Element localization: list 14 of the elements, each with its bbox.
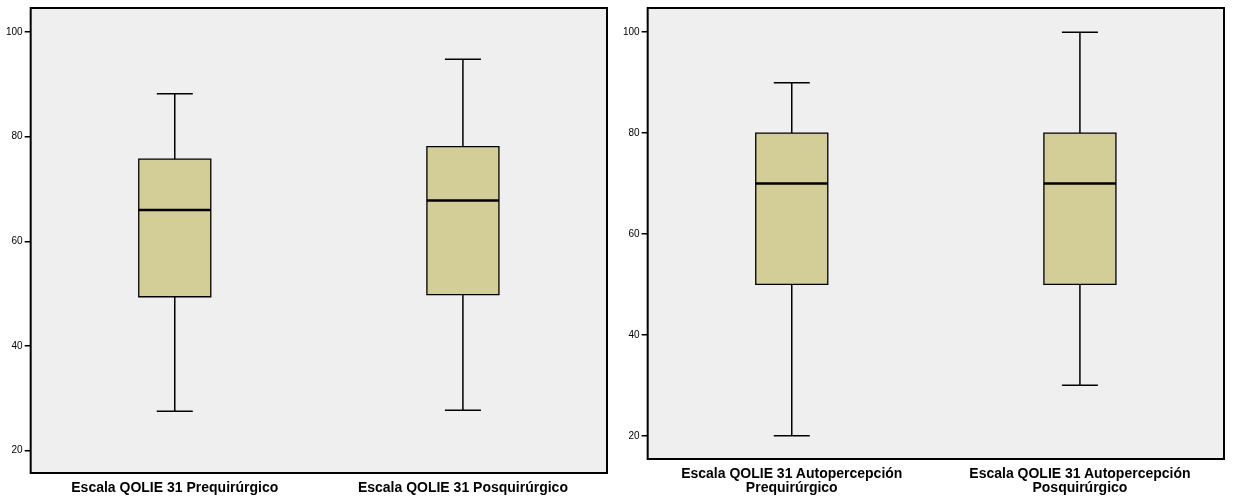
y-tick-label: 60 (11, 235, 24, 247)
x-tick-label: Escala QOLIE 31 Autopercepción Posquirúrgico (969, 464, 1191, 495)
y-tick-label: 60 (628, 227, 641, 239)
y-tick-label: 40 (11, 339, 24, 351)
y-tick-label: 80 (11, 130, 24, 142)
y-tick-label: 80 (628, 126, 641, 138)
x-tick-label: Escala QOLIE 31 Posquirúrgico (357, 478, 568, 495)
y-tick-label: 100 (623, 25, 641, 37)
x-tick-label: Escala QOLIE 31 Autopercepción Prequirúrgico (681, 464, 903, 495)
y-tick-label: 100 (6, 25, 24, 37)
y-tick-label: 20 (628, 429, 641, 441)
y-tick-label: 40 (628, 328, 641, 340)
y-tick-label: 20 (11, 444, 24, 456)
x-tick-label: Escala QOLIE 31 Prequirúrgico (71, 478, 279, 495)
